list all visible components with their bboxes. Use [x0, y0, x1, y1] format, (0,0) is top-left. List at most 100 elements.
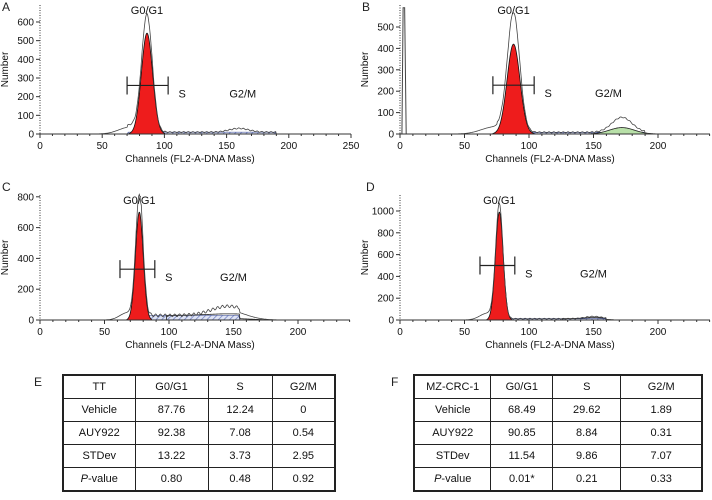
x-axis-label: Channels (FL2-A-DNA Mass): [125, 340, 254, 350]
table-cell: 11.54: [490, 444, 554, 468]
g2m-label: G2/M: [595, 88, 622, 100]
table-row: Vehicle 68.49 29.62 1.89: [413, 398, 703, 422]
table-cell: 92.38: [134, 421, 209, 445]
y-tick-label: 500: [377, 23, 394, 34]
y-axis-label: Number: [360, 239, 371, 275]
y-tick-label: 200: [17, 92, 34, 103]
y-tick-label: 300: [377, 65, 394, 76]
g0g1-fit-area: [492, 43, 535, 135]
x-tick-label: 150: [218, 141, 235, 152]
y-tick-label: 0: [28, 316, 34, 327]
x-axis-label: Channels (FL2-A-DNA Mass): [485, 154, 614, 165]
table-cell: 29.62: [552, 398, 622, 422]
x-tick-label: 50: [459, 141, 471, 152]
panel-label-b: B: [362, 0, 371, 14]
g0g1-label: G0/G1: [497, 5, 529, 17]
g2m-label: G2/M: [229, 88, 256, 100]
x-tick-label: 150: [585, 327, 602, 338]
table-cell: 7.07: [620, 444, 703, 468]
cell-cycle-table-mz-crc-1: MZ-CRC-1 G0/G1 S G2/M Vehicle 68.49 29.62 1.89 A…: [413, 374, 703, 492]
table-cell: 9.86: [552, 444, 622, 468]
x-tick-label: 200: [650, 141, 667, 152]
raw-histogram-line: [400, 202, 710, 321]
y-tick-label: 400: [17, 55, 34, 66]
table-cell: 2.95: [271, 444, 336, 468]
y-tick-label: 500: [17, 36, 34, 47]
panel-label-e: E: [34, 375, 43, 389]
table-cell: Vehicle: [413, 398, 492, 422]
table-row: AUY922 92.38 7.08 0.54: [62, 421, 336, 445]
table-header-cell: G0/G1: [134, 374, 209, 399]
y-tick-label: 200: [17, 285, 34, 296]
x-tick-label: 200: [290, 327, 307, 338]
table-cell: 1.89: [620, 398, 703, 422]
table-header-cell: G2/M: [620, 374, 703, 399]
x-tick-label: 100: [521, 327, 538, 338]
gate-bracket: [119, 260, 156, 279]
table-cell: 8.84: [552, 421, 622, 445]
y-tick-label: 400: [17, 254, 34, 265]
table-cell: 0: [271, 398, 336, 422]
g0g1-label: G0/G1: [483, 195, 515, 207]
x-axis-label: Channels (FL2-A-DNA Mass): [125, 154, 254, 165]
table-cell: 0.01*: [490, 467, 554, 492]
x-tick-label: 100: [156, 141, 173, 152]
debris-spike: [401, 7, 407, 135]
histogram-panels: 0 50 100 150 200 2500100200300400500600Number…: [0, 5, 711, 350]
x-tick-label: 0: [37, 327, 43, 338]
s-phase-label: S: [525, 269, 532, 281]
x-tick-label: 0: [397, 327, 403, 338]
table-row: STDev 13.22 3.73 2.95: [62, 444, 336, 468]
panel-label-a: A: [2, 0, 11, 14]
s-phase-hatched-area: [140, 315, 241, 321]
gate-bracket: [126, 76, 169, 95]
table-cell: 0.92: [271, 467, 336, 492]
table-header-cell: S: [207, 374, 273, 399]
table-cell: 0.54: [271, 421, 336, 445]
x-tick-label: 100: [521, 141, 538, 152]
x-tick-label: 50: [99, 327, 111, 338]
y-axis-label: Number: [0, 51, 11, 87]
table-cell: 90.85: [490, 421, 554, 445]
g0g1-label: G0/G1: [131, 5, 163, 17]
histogram-panel-c: 0 50 100 150 200 0 200 400 600 800 Number Channels …: [0, 192, 351, 350]
y-tick-label: 0: [28, 130, 34, 141]
y-axis-label: Number: [0, 239, 11, 275]
y-tick-label: 600: [17, 17, 34, 28]
panel-label-c: C: [2, 180, 11, 194]
x-tick-label: 200: [280, 141, 297, 152]
y-tick-label: 1000: [372, 207, 395, 218]
panel-label-d: D: [366, 180, 375, 194]
y-tick-label: 800: [17, 192, 34, 203]
cell-cycle-table-tt: TT G0/G1 S G2/M Vehicle 87.76 12.24 0 AUY922 92.3…: [62, 374, 336, 492]
table-cell: Vehicle: [62, 398, 136, 422]
table-header-cell: G0/G1: [490, 374, 554, 399]
table-cell: P-value: [413, 467, 492, 492]
table-cell: 0.33: [620, 467, 703, 492]
y-tick-label: 300: [17, 73, 34, 84]
table-cell: 0.21: [552, 467, 622, 492]
y-tick-label: 100: [377, 108, 394, 119]
table-cell: 0.80: [134, 467, 209, 492]
table-cell: 0.31: [620, 421, 703, 445]
x-tick-label: 100: [161, 327, 178, 338]
s-phase-label: S: [165, 272, 172, 284]
table-row: STDev 11.54 9.86 7.07: [413, 444, 703, 468]
g0g1-label: G0/G1: [123, 195, 155, 207]
s-phase-label: S: [544, 88, 551, 100]
y-tick-label: 200: [377, 87, 394, 98]
x-tick-label: 150: [225, 327, 242, 338]
table-cell: 0.48: [207, 467, 273, 492]
table-header-row: MZ-CRC-1 G0/G1 S G2/M: [413, 374, 703, 399]
x-tick-label: 50: [459, 327, 471, 338]
table-cell: 12.24: [207, 398, 273, 422]
histogram-panel-d: 0 50 100 150 200 0 200 400 600 800 1000 Number Chann…: [360, 195, 711, 350]
table-cell: 3.73: [207, 444, 273, 468]
table-cell: STDev: [62, 444, 136, 468]
table-header-cell: S: [552, 374, 622, 399]
x-axis-label: Channels (FL2-A-DNA Mass): [485, 340, 614, 350]
table-header-cell: TT: [62, 374, 136, 399]
table-cell: 68.49: [490, 398, 554, 422]
table-cell: STDev: [413, 444, 492, 468]
x-tick-label: 0: [37, 141, 43, 152]
